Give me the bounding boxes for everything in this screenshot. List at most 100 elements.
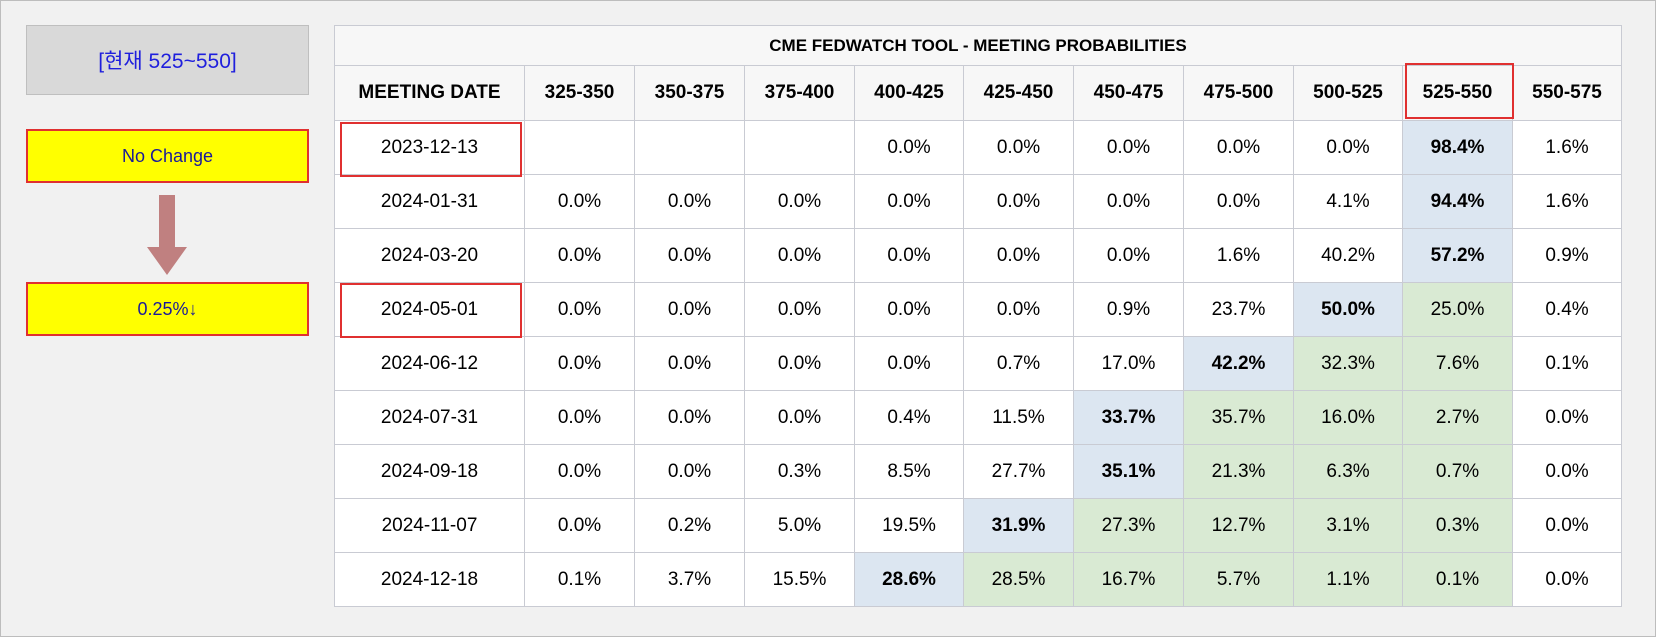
- header-rate-range: 550-575: [1512, 65, 1622, 121]
- probability-cell: 0.0%: [634, 444, 745, 499]
- probability-cell: 3.1%: [1293, 498, 1403, 553]
- probability-cell: 0.7%: [1402, 444, 1513, 499]
- header-rate-range: 450-475: [1073, 65, 1184, 121]
- probability-cell: 0.2%: [634, 498, 745, 553]
- probability-cell: 0.0%: [1512, 498, 1622, 553]
- down-arrow-icon: [147, 195, 187, 275]
- meeting-date-cell: 2024-07-31: [334, 390, 525, 445]
- header-rate-range: 400-425: [854, 65, 964, 121]
- probability-cell: 5.0%: [744, 498, 855, 553]
- probability-cell: 0.0%: [963, 282, 1074, 337]
- probability-cell: 3.7%: [634, 552, 745, 607]
- probability-cell: 0.0%: [1512, 444, 1622, 499]
- probability-cell: 0.0%: [524, 282, 635, 337]
- probability-cell: 35.1%: [1073, 444, 1184, 499]
- probability-cell: 28.6%: [854, 552, 964, 607]
- no-change-callout: No Change: [26, 129, 309, 183]
- probability-cell: 27.3%: [1073, 498, 1184, 553]
- probability-cell: [524, 120, 635, 175]
- meeting-date-cell: 2024-12-18: [334, 552, 525, 607]
- probability-cell: 1.6%: [1512, 120, 1622, 175]
- probability-cell: 0.0%: [1073, 120, 1184, 175]
- meeting-date-cell: 2024-01-31: [334, 174, 525, 229]
- probability-cell: 0.0%: [524, 390, 635, 445]
- header-rate-range: 425-450: [963, 65, 1074, 121]
- probability-cell: 40.2%: [1293, 228, 1403, 283]
- probability-cell: 94.4%: [1402, 174, 1513, 229]
- probability-cell: 11.5%: [963, 390, 1074, 445]
- probability-cell: 21.3%: [1183, 444, 1294, 499]
- probability-cell: 32.3%: [1293, 336, 1403, 391]
- table-row: 2024-06-12 0.0% 0.0% 0.0% 0.0% 0.7% 17.0% 42.2%…: [334, 336, 1622, 391]
- probability-cell: 0.0%: [634, 228, 745, 283]
- no-change-label: No Change: [121, 145, 214, 166]
- probability-cell: 0.9%: [1512, 228, 1622, 283]
- table-row: 2024-05-01 0.0% 0.0% 0.0% 0.0% 0.0% 0.9% 23.7% 5…: [334, 282, 1622, 337]
- probability-cell: 0.4%: [854, 390, 964, 445]
- probability-cell: 0.0%: [744, 390, 855, 445]
- probability-cell: 0.0%: [634, 174, 745, 229]
- probability-cell: 0.0%: [524, 228, 635, 283]
- probability-cell: 0.0%: [854, 174, 964, 229]
- meeting-date-cell: 2024-06-12: [334, 336, 525, 391]
- probability-cell: 0.0%: [744, 282, 855, 337]
- table-row: 2023-12-13 0.0% 0.0% 0.0% 0.0% 0.0% 98.4% 1.6%: [334, 120, 1622, 175]
- probability-cell: 25.0%: [1402, 282, 1513, 337]
- rate-cut-callout: 0.25%↓: [26, 282, 309, 336]
- probability-cell: 0.0%: [963, 228, 1074, 283]
- table-body: 2023-12-13 0.0% 0.0% 0.0% 0.0% 0.0% 98.4% 1.6% 2…: [334, 120, 1622, 607]
- header-rate-range: 475-500: [1183, 65, 1294, 121]
- probability-cell: 0.0%: [634, 390, 745, 445]
- probability-cell: 12.7%: [1183, 498, 1294, 553]
- probability-cell: [634, 120, 745, 175]
- probability-cell: 0.0%: [524, 174, 635, 229]
- current-rate-box: [현재 525~550]: [26, 25, 309, 95]
- fedwatch-probability-table: CME FEDWATCH TOOL - MEETING PROBABILITIE…: [334, 25, 1622, 607]
- probability-cell: 28.5%: [963, 552, 1074, 607]
- probability-cell: 31.9%: [963, 498, 1074, 553]
- probability-cell: 0.9%: [1073, 282, 1184, 337]
- meeting-date-cell: 2023-12-13: [334, 120, 525, 175]
- probability-cell: 6.3%: [1293, 444, 1403, 499]
- probability-cell: 0.0%: [1512, 552, 1622, 607]
- probability-cell: 50.0%: [1293, 282, 1403, 337]
- table-row: 2024-01-31 0.0% 0.0% 0.0% 0.0% 0.0% 0.0% 0.0% 4.…: [334, 174, 1622, 229]
- probability-cell: 0.1%: [1402, 552, 1513, 607]
- table-title: CME FEDWATCH TOOL - MEETING PROBABILITIE…: [334, 25, 1622, 66]
- meeting-date-cell: 2024-09-18: [334, 444, 525, 499]
- probability-cell: 0.0%: [1073, 228, 1184, 283]
- probability-cell: 5.7%: [1183, 552, 1294, 607]
- probability-cell: 19.5%: [854, 498, 964, 553]
- probability-cell: 0.3%: [744, 444, 855, 499]
- probability-cell: 0.3%: [1402, 498, 1513, 553]
- probability-cell: 0.0%: [1183, 174, 1294, 229]
- header-rate-range: 350-375: [634, 65, 745, 121]
- probability-cell: 0.0%: [744, 336, 855, 391]
- probability-cell: 17.0%: [1073, 336, 1184, 391]
- probability-cell: 0.1%: [524, 552, 635, 607]
- header-meeting-date: MEETING DATE: [334, 65, 525, 121]
- probability-cell: 15.5%: [744, 552, 855, 607]
- probability-cell: 0.0%: [524, 444, 635, 499]
- probability-cell: 0.1%: [1512, 336, 1622, 391]
- probability-cell: 0.0%: [854, 120, 964, 175]
- probability-cell: 27.7%: [963, 444, 1074, 499]
- probability-cell: 0.0%: [854, 336, 964, 391]
- probability-cell: 7.6%: [1402, 336, 1513, 391]
- probability-cell: 0.0%: [744, 228, 855, 283]
- header-rate-range: 525-550: [1402, 65, 1513, 121]
- probability-cell: 1.6%: [1512, 174, 1622, 229]
- probability-cell: 16.7%: [1073, 552, 1184, 607]
- probability-cell: 0.0%: [744, 174, 855, 229]
- probability-cell: 0.0%: [1073, 174, 1184, 229]
- probability-cell: 0.0%: [1183, 120, 1294, 175]
- probability-cell: 1.6%: [1183, 228, 1294, 283]
- meeting-date-cell: 2024-03-20: [334, 228, 525, 283]
- probability-cell: 0.0%: [963, 174, 1074, 229]
- table-row: 2024-12-18 0.1% 3.7% 15.5% 28.6% 28.5% 16.7% 5.…: [334, 552, 1622, 607]
- table-row: 2024-07-31 0.0% 0.0% 0.0% 0.4% 11.5% 33.7% 35.7…: [334, 390, 1622, 445]
- probability-cell: 0.0%: [1512, 390, 1622, 445]
- table-row: 2024-11-07 0.0% 0.2% 5.0% 19.5% 31.9% 27.3% 12.…: [334, 498, 1622, 553]
- meeting-date-cell: 2024-11-07: [334, 498, 525, 553]
- probability-cell: 0.0%: [963, 120, 1074, 175]
